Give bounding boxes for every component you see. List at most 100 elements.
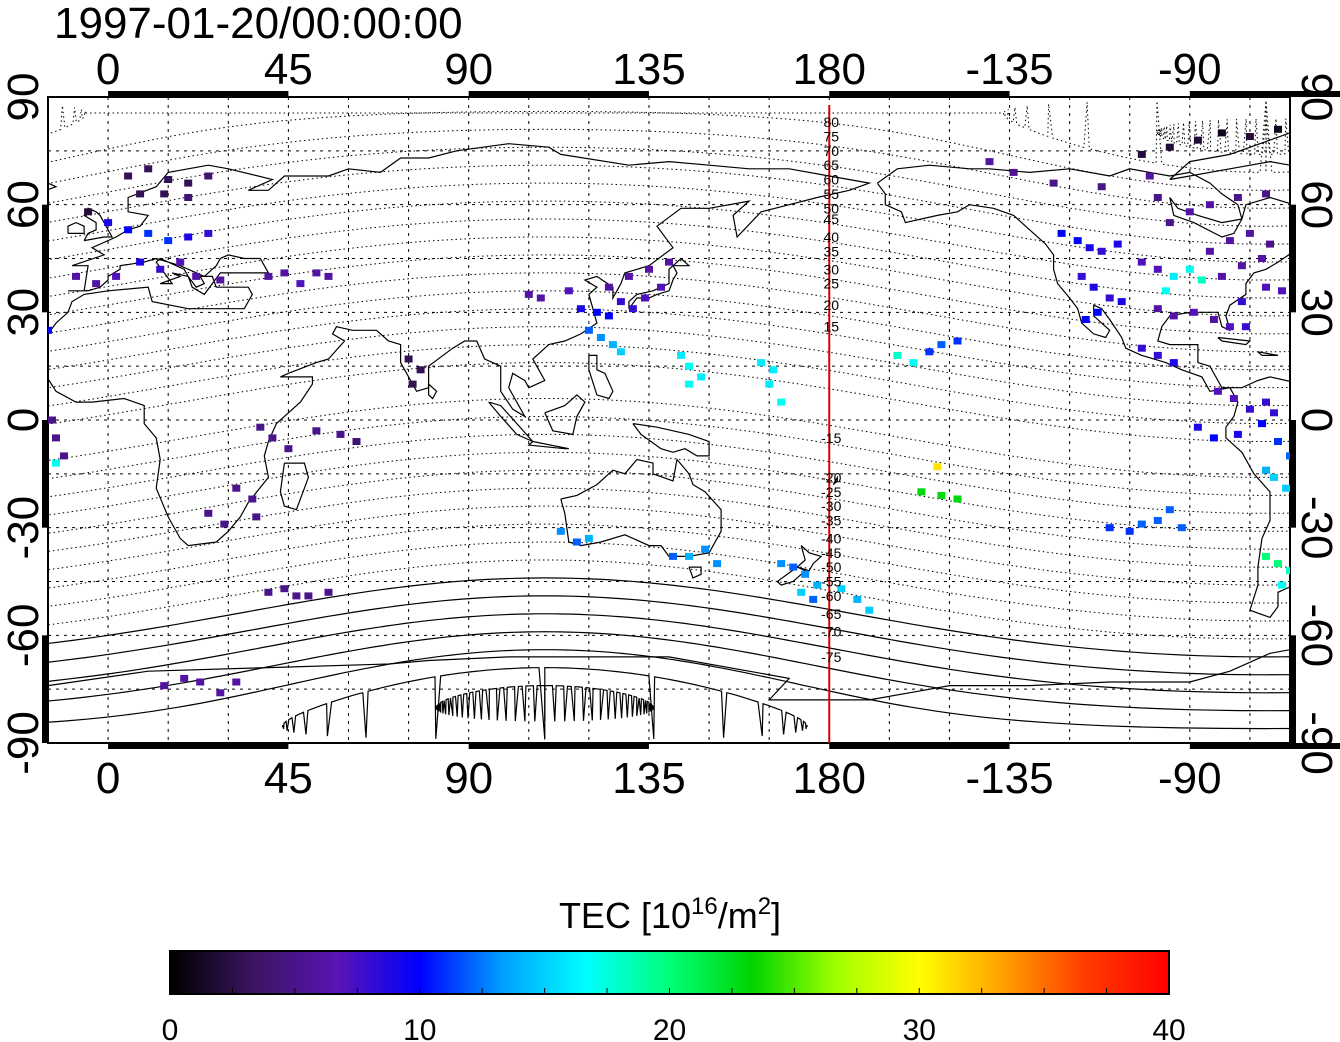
x-tick-label-bottom: 90 [444,754,493,803]
magnetic-latitude-line [435,685,655,722]
tec-marker [1245,229,1254,237]
x-tick-label-bottom: -45 [1338,754,1340,803]
x-tick-label-top: 135 [612,45,685,94]
colorbar [169,950,1170,995]
magnetic-latitude-label: 70 [823,143,839,159]
tec-marker [1185,265,1194,273]
tec-marker [1217,129,1226,137]
tec-marker [1262,398,1270,406]
tec-marker [1097,183,1106,191]
tec-marker [232,484,241,492]
tec-marker [16,467,24,474]
frame-tick-bar [42,635,48,743]
magnetic-latitude-line [48,613,1290,694]
magnetic-latitude-label: -25 [821,484,841,500]
tec-marker [584,326,593,334]
tec-marker [104,219,113,227]
tec-marker [164,176,173,183]
tec-marker [953,495,962,503]
tec-marker [408,380,417,388]
tec-marker [1229,395,1238,402]
tec-marker [1258,255,1266,262]
magnetic-latitude-line [48,254,1290,335]
tec-marker [136,190,145,198]
tec-marker [216,276,225,284]
tec-marker [112,272,121,280]
coastline [48,649,1290,701]
tec-marker [576,305,585,313]
tec-marker [1185,208,1194,216]
tec-marker [665,258,673,266]
tec-marker [1241,323,1250,331]
coastline [1169,132,1290,181]
tec-marker [52,459,60,467]
tec-marker [336,430,345,438]
colorbar-title: TEC [1016/m2] [559,893,781,936]
magnetic-latitude-label: -60 [821,588,841,604]
tec-marker [1209,434,1218,442]
magnetic-latitude-label: 40 [823,229,839,245]
coastline [560,458,722,557]
frame-tick-bar [1189,91,1340,97]
tec-marker [1165,506,1174,514]
magnetic-latitude-label: -40 [821,530,841,546]
tec-marker [1270,473,1278,481]
coastline [527,440,569,450]
tec-marker [144,165,153,173]
tec-marker [164,237,173,245]
tec-marker [176,258,185,266]
tec-marker [608,341,617,349]
tec-marker [1286,567,1290,575]
tec-marker [1262,466,1270,474]
tec-marker [777,398,786,406]
tec-marker [677,351,685,359]
tec-marker [1278,581,1286,589]
tec-marker [604,312,613,320]
x-tick-label-top: 45 [264,45,313,94]
magnetic-latitude-label: -65 [821,606,841,622]
x-tick-label-bottom: 0 [96,754,120,803]
tec-marker [616,298,625,306]
tec-marker [1237,298,1246,306]
tec-marker [1262,190,1270,198]
magnetic-latitude-label: -20 [821,469,841,485]
tec-marker [604,283,613,291]
colorbar-tick-label: 40 [1152,1014,1185,1042]
tec-marker [893,351,902,359]
tec-marker [909,359,918,367]
tec-marker [1233,430,1242,438]
x-tick-label-top: -45 [1338,45,1340,94]
tec-marker [1286,452,1290,460]
tec-marker [264,272,273,280]
tec-marker [809,595,818,603]
tec-marker [592,308,601,316]
tec-marker [564,287,573,295]
tec-marker [352,438,361,445]
tec-marker [48,326,52,334]
tec-marker [1097,247,1106,255]
tec-marker [296,280,305,288]
tec-marker [1089,283,1098,291]
tec-marker [204,509,213,517]
tec-marker [1274,438,1282,445]
tec-marker [1225,323,1234,331]
tec-marker [1245,405,1254,413]
tec-marker [1165,143,1174,151]
tec-marker [324,588,333,596]
tec-marker [1237,262,1246,270]
magnetic-latitude-line [48,649,1290,730]
frame-tick-bar [42,420,48,528]
magnetic-latitude-line [48,362,1290,442]
tec-marker [1169,272,1178,280]
tec-marker [925,348,934,356]
frame-tick-bar [42,204,48,313]
magnetic-latitude-line [48,451,1290,532]
x-tick-label-top: 90 [444,45,493,94]
x-axis-labels-bottom: 0 45 90 135 180 -135 -90 -45 [96,754,1340,803]
tec-marker [937,341,946,349]
tec-marker [1161,287,1170,295]
tec-marker [1274,125,1282,133]
frame-tick-bar [1290,635,1296,743]
magnetic-latitude-line [48,308,1290,389]
y-tick-label-right: -60 [1292,604,1340,668]
